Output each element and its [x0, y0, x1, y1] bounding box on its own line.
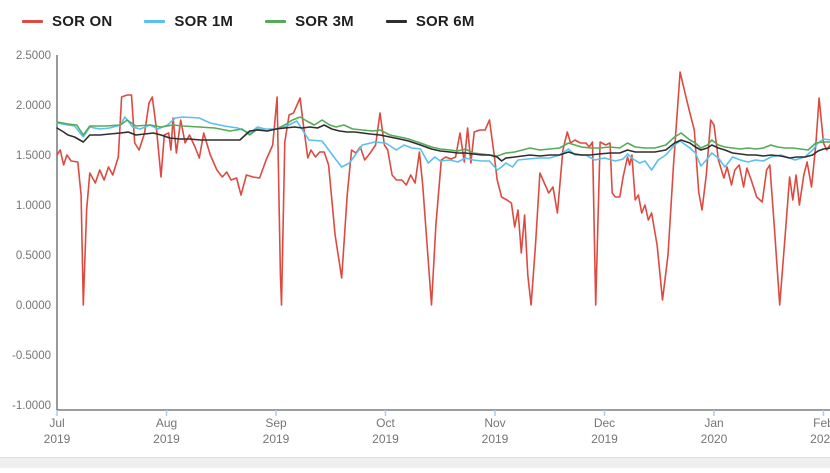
x-axis-month-label: Feb	[813, 416, 830, 430]
y-axis-tick-label: 1.5000	[16, 150, 51, 162]
x-axis-month-label: Jul	[49, 416, 64, 430]
legend-color-dash-icon	[265, 20, 287, 23]
legend-color-dash-icon	[144, 20, 166, 23]
legend-item-sor-6m[interactable]: SOR 6M	[385, 13, 475, 30]
y-axis-tick-label: 2.0000	[16, 100, 51, 112]
y-axis-tick-label: 0.5000	[16, 250, 51, 262]
x-axis-month-label: Aug	[156, 416, 177, 430]
footer-strip	[0, 457, 830, 468]
x-axis-year-label: 2020	[810, 432, 830, 446]
series-line-sor-1m	[56, 116, 830, 171]
x-axis-month-label: Nov	[484, 416, 505, 430]
x-axis-year-label: 2019	[482, 432, 509, 446]
legend-item-sor-on[interactable]: SOR ON	[22, 13, 112, 30]
x-axis-month-label: Dec	[594, 416, 615, 430]
series-line-sor-6m	[56, 124, 830, 162]
legend-color-dash-icon	[385, 20, 407, 23]
chart-legend: SOR ON SOR 1M SOR 3M SOR 6M	[22, 13, 475, 30]
x-axis-year-label: 2019	[44, 432, 71, 446]
x-axis-year-label: 2019	[263, 432, 290, 446]
legend-item-label: SOR 6M	[415, 13, 475, 30]
y-axis-tick-label: 0.0000	[16, 300, 51, 312]
legend-item-label: SOR 1M	[174, 13, 234, 30]
legend-item-sor-1m[interactable]: SOR 1M	[144, 13, 233, 30]
legend-item-label: SOR 3M	[295, 13, 354, 30]
series-line-sor-3m	[56, 116, 830, 157]
x-axis-month-label: Jan	[704, 416, 723, 430]
x-axis-year-label: 2019	[372, 432, 399, 446]
legend-color-dash-icon	[22, 20, 43, 23]
x-axis-year-label: 2020	[701, 432, 728, 446]
legend-item-sor-3m[interactable]: SOR 3M	[265, 13, 354, 30]
x-axis-year-label: 2019	[153, 432, 180, 446]
y-axis-tick-label: -1.0000	[12, 400, 51, 412]
x-axis-year-label: 2019	[591, 432, 618, 446]
x-axis-month-label: Sep	[265, 416, 287, 430]
y-axis-tick-label: 2.5000	[16, 50, 51, 62]
x-axis-month-label: Oct	[376, 416, 395, 430]
series-line-sor-on	[56, 71, 830, 306]
y-axis-tick-label: 1.0000	[16, 200, 51, 212]
y-axis-tick-label: -0.5000	[12, 350, 51, 362]
legend-item-label: SOR ON	[52, 13, 113, 30]
